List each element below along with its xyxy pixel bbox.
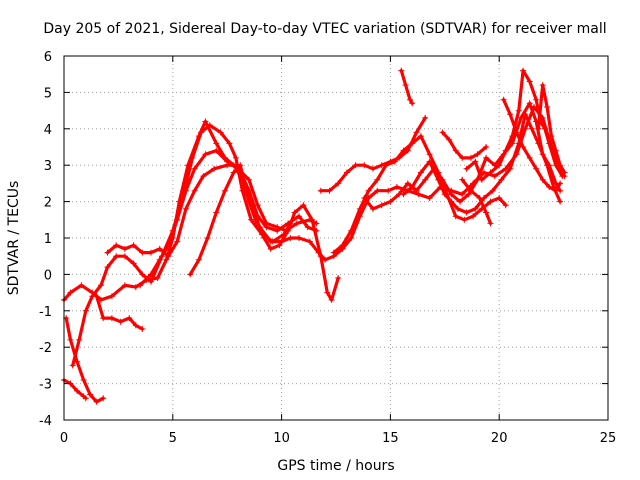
- series-track-8: [188, 163, 340, 302]
- y-tick-label: 3: [44, 159, 52, 174]
- x-tick-label: 5: [169, 431, 177, 446]
- data-series: [61, 67, 568, 405]
- x-tick-label: 10: [273, 431, 290, 446]
- y-tick-label: -4: [39, 414, 52, 429]
- series-markers-track-16: [459, 176, 494, 227]
- series-markers-track-9: [317, 114, 429, 194]
- series-markers-track-14: [439, 129, 490, 161]
- series-track-7: [138, 149, 318, 287]
- x-tick-label: 25: [600, 431, 617, 446]
- y-tick-label: 4: [44, 123, 52, 138]
- x-tick-label: 0: [60, 431, 68, 446]
- series-markers-track-4: [69, 122, 294, 369]
- series-markers-track-13: [400, 111, 564, 216]
- y-tick-label: 0: [44, 268, 52, 283]
- series-markers-track-15: [463, 67, 566, 183]
- series-track-3: [62, 378, 88, 400]
- series-track-2: [64, 316, 105, 404]
- x-tick-labels: 0 5 10 15 20 25: [60, 431, 616, 446]
- grid-lines: [64, 56, 608, 420]
- y-tick-label: -3: [39, 378, 52, 393]
- y-tick-label: -1: [39, 305, 52, 320]
- series-markers-track-5: [93, 293, 146, 332]
- series-markers-track-2: [63, 315, 107, 405]
- chart-title: Day 205 of 2021, Sidereal Day-to-day VTE…: [43, 21, 606, 37]
- y-tick-label: 6: [44, 50, 52, 65]
- series-track-12: [399, 69, 414, 105]
- series-track-15: [465, 69, 564, 182]
- y-tick-label: -2: [39, 341, 52, 356]
- series-track-4: [71, 123, 292, 367]
- y-tick-label: 2: [44, 196, 52, 211]
- series-markers-track-12: [398, 67, 416, 107]
- series-markers-track-18: [535, 82, 568, 176]
- y-tick-labels: -4 -3 -2 -1 0 1 2 3 4 5 6: [39, 50, 52, 429]
- x-tick-label: 20: [491, 431, 508, 446]
- tick-marks: [63, 55, 609, 421]
- series-markers-track-8: [187, 162, 342, 303]
- x-axis-label: GPS time / hours: [277, 458, 394, 474]
- y-tick-label: 1: [44, 232, 52, 247]
- x-tick-label: 15: [382, 431, 399, 446]
- series-markers-track-10: [330, 133, 509, 256]
- y-tick-label: 5: [44, 86, 52, 101]
- series-markers-track-17: [500, 96, 564, 194]
- series-track-17: [502, 98, 562, 193]
- y-axis-label: SDTVAR / TECUs: [6, 181, 22, 296]
- series-track-6: [105, 105, 567, 262]
